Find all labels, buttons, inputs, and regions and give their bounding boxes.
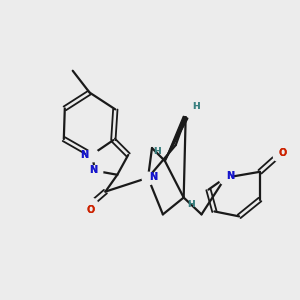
Text: H: H xyxy=(187,200,194,209)
Text: N: N xyxy=(89,165,98,175)
Text: H: H xyxy=(153,148,161,157)
Text: H: H xyxy=(153,148,161,157)
Text: O: O xyxy=(86,206,95,215)
Text: N: N xyxy=(89,165,98,175)
Text: N: N xyxy=(80,150,89,160)
Text: O: O xyxy=(279,148,287,158)
Text: N: N xyxy=(80,150,89,160)
Text: O: O xyxy=(86,206,95,215)
Text: N: N xyxy=(226,171,234,181)
Text: N: N xyxy=(226,171,234,181)
Text: H: H xyxy=(192,102,200,111)
Text: H: H xyxy=(187,200,194,209)
Text: N: N xyxy=(149,172,157,182)
Polygon shape xyxy=(165,116,188,161)
Text: O: O xyxy=(279,148,287,158)
Text: N: N xyxy=(149,172,157,182)
Text: H: H xyxy=(192,102,200,111)
